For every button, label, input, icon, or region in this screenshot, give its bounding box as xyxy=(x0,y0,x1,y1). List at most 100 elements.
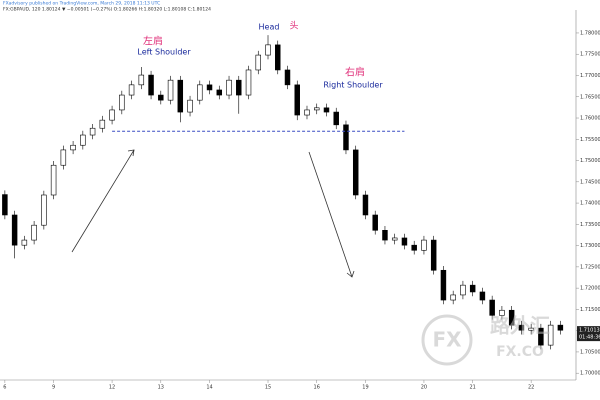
candle-body xyxy=(11,214,18,246)
candle-body xyxy=(216,89,223,96)
y-tick-label: 1.78000 xyxy=(580,30,600,36)
header: FXadvisory published on TradingView.com,… xyxy=(3,1,160,7)
y-tick-label: 1.74500 xyxy=(580,179,600,185)
candle-body xyxy=(508,309,515,326)
x-tick-label: 19 xyxy=(362,385,368,391)
last-price-box xyxy=(577,326,600,342)
right-label: Right Shoulder xyxy=(323,81,383,90)
candle-body xyxy=(2,194,8,216)
candle-body xyxy=(343,124,349,151)
candle-body xyxy=(226,79,232,96)
candle-body xyxy=(401,237,408,246)
candle-body xyxy=(284,69,291,86)
candle-body xyxy=(148,74,154,96)
head-cn: 头 xyxy=(289,21,298,32)
x-tick-label: 22 xyxy=(528,385,534,391)
candle-body xyxy=(538,327,544,346)
last-price: 1.71013 xyxy=(579,328,600,334)
arrow-head xyxy=(346,270,355,278)
candle-body xyxy=(206,84,213,91)
watermark-cn: 路外汇 xyxy=(490,314,550,338)
y-tick-label: 1.73500 xyxy=(580,222,600,228)
y-tick-label: 1.76000 xyxy=(580,116,600,122)
x-tick-label: 20 xyxy=(421,385,427,391)
candle-body xyxy=(31,224,37,241)
watermark: FX 路外汇 FX.CO xyxy=(421,314,550,366)
x-tick-label: 13 xyxy=(158,385,164,391)
candle-body xyxy=(294,84,300,116)
candle-body xyxy=(187,99,193,113)
y-tick-label: 1.74000 xyxy=(580,201,600,207)
candle-body xyxy=(333,111,339,126)
candle-body xyxy=(362,194,369,216)
y-tick-label: 1.70500 xyxy=(580,349,600,355)
head-label: Head xyxy=(259,23,280,32)
candle-body xyxy=(80,134,86,146)
candle-body xyxy=(440,269,447,301)
watermark-site: FX.CO xyxy=(496,344,544,360)
candle-body xyxy=(70,144,76,151)
x-tick-label: 12 xyxy=(109,385,115,391)
watermark-logo: FX xyxy=(432,328,462,352)
watermark-circle xyxy=(421,314,473,366)
candle-body xyxy=(323,107,330,113)
subheader: FX:GBPAUD, 120 1.80124 ▼ −0.00501 (−0.27… xyxy=(3,7,211,13)
x-tick-label: 16 xyxy=(314,385,320,391)
candle-body xyxy=(275,44,281,71)
candle-body xyxy=(41,194,47,226)
candle-body xyxy=(314,107,320,111)
y-tick-label: 1.75000 xyxy=(580,158,600,164)
left-label: Left Shoulder xyxy=(137,48,191,57)
y-tick-label: 1.72000 xyxy=(580,286,600,292)
y-tick-label: 1.72500 xyxy=(580,264,600,270)
candle-body xyxy=(518,324,525,331)
candle-body xyxy=(138,74,145,86)
x-tick-label: 21 xyxy=(469,385,475,391)
candle-body xyxy=(109,109,115,121)
arrow-down xyxy=(308,151,353,278)
countdown: 01:48:36 xyxy=(579,335,600,341)
candle-body xyxy=(245,69,252,96)
candle-body xyxy=(460,284,466,296)
candle-body xyxy=(236,79,242,96)
candle-body xyxy=(50,164,57,196)
candle-body xyxy=(177,79,184,113)
candle-body xyxy=(489,299,495,316)
right-cn: 右肩 xyxy=(345,66,365,79)
candle-body xyxy=(450,294,456,301)
x-tick-label: 15 xyxy=(265,385,271,391)
y-tick-label: 1.73000 xyxy=(580,243,600,249)
y-tick-label: 1.77500 xyxy=(580,52,600,58)
candle-body xyxy=(557,324,564,331)
x-tick-label: 14 xyxy=(206,385,212,391)
y-tick-label: 1.71500 xyxy=(580,307,600,313)
candle-body xyxy=(479,291,486,301)
candle-body xyxy=(128,84,135,96)
candle-body xyxy=(421,239,427,251)
y-tick-label: 1.75500 xyxy=(580,137,600,143)
candle-body xyxy=(21,239,28,246)
x-tick-label: 9 xyxy=(52,385,55,391)
left-cn: 左肩 xyxy=(143,35,163,48)
candle-body xyxy=(265,44,271,56)
candle-body xyxy=(391,237,398,241)
candle-body xyxy=(197,84,203,101)
candle-body xyxy=(547,324,554,346)
x-tick-label: 6 xyxy=(3,385,6,391)
candle-body xyxy=(352,149,359,196)
y-tick-label: 1.70000 xyxy=(580,371,600,377)
candle-body xyxy=(528,327,534,331)
candle-body xyxy=(411,244,417,251)
y-tick-label: 1.76500 xyxy=(580,94,600,100)
candle-body xyxy=(430,239,437,271)
candle-body xyxy=(372,214,378,231)
candle-body xyxy=(304,109,310,116)
candle-body xyxy=(167,79,174,101)
candle-body xyxy=(60,149,67,166)
candle-body xyxy=(89,127,96,136)
candle-body xyxy=(499,309,505,316)
arrow-head xyxy=(127,149,135,157)
arrow-up xyxy=(71,149,135,253)
